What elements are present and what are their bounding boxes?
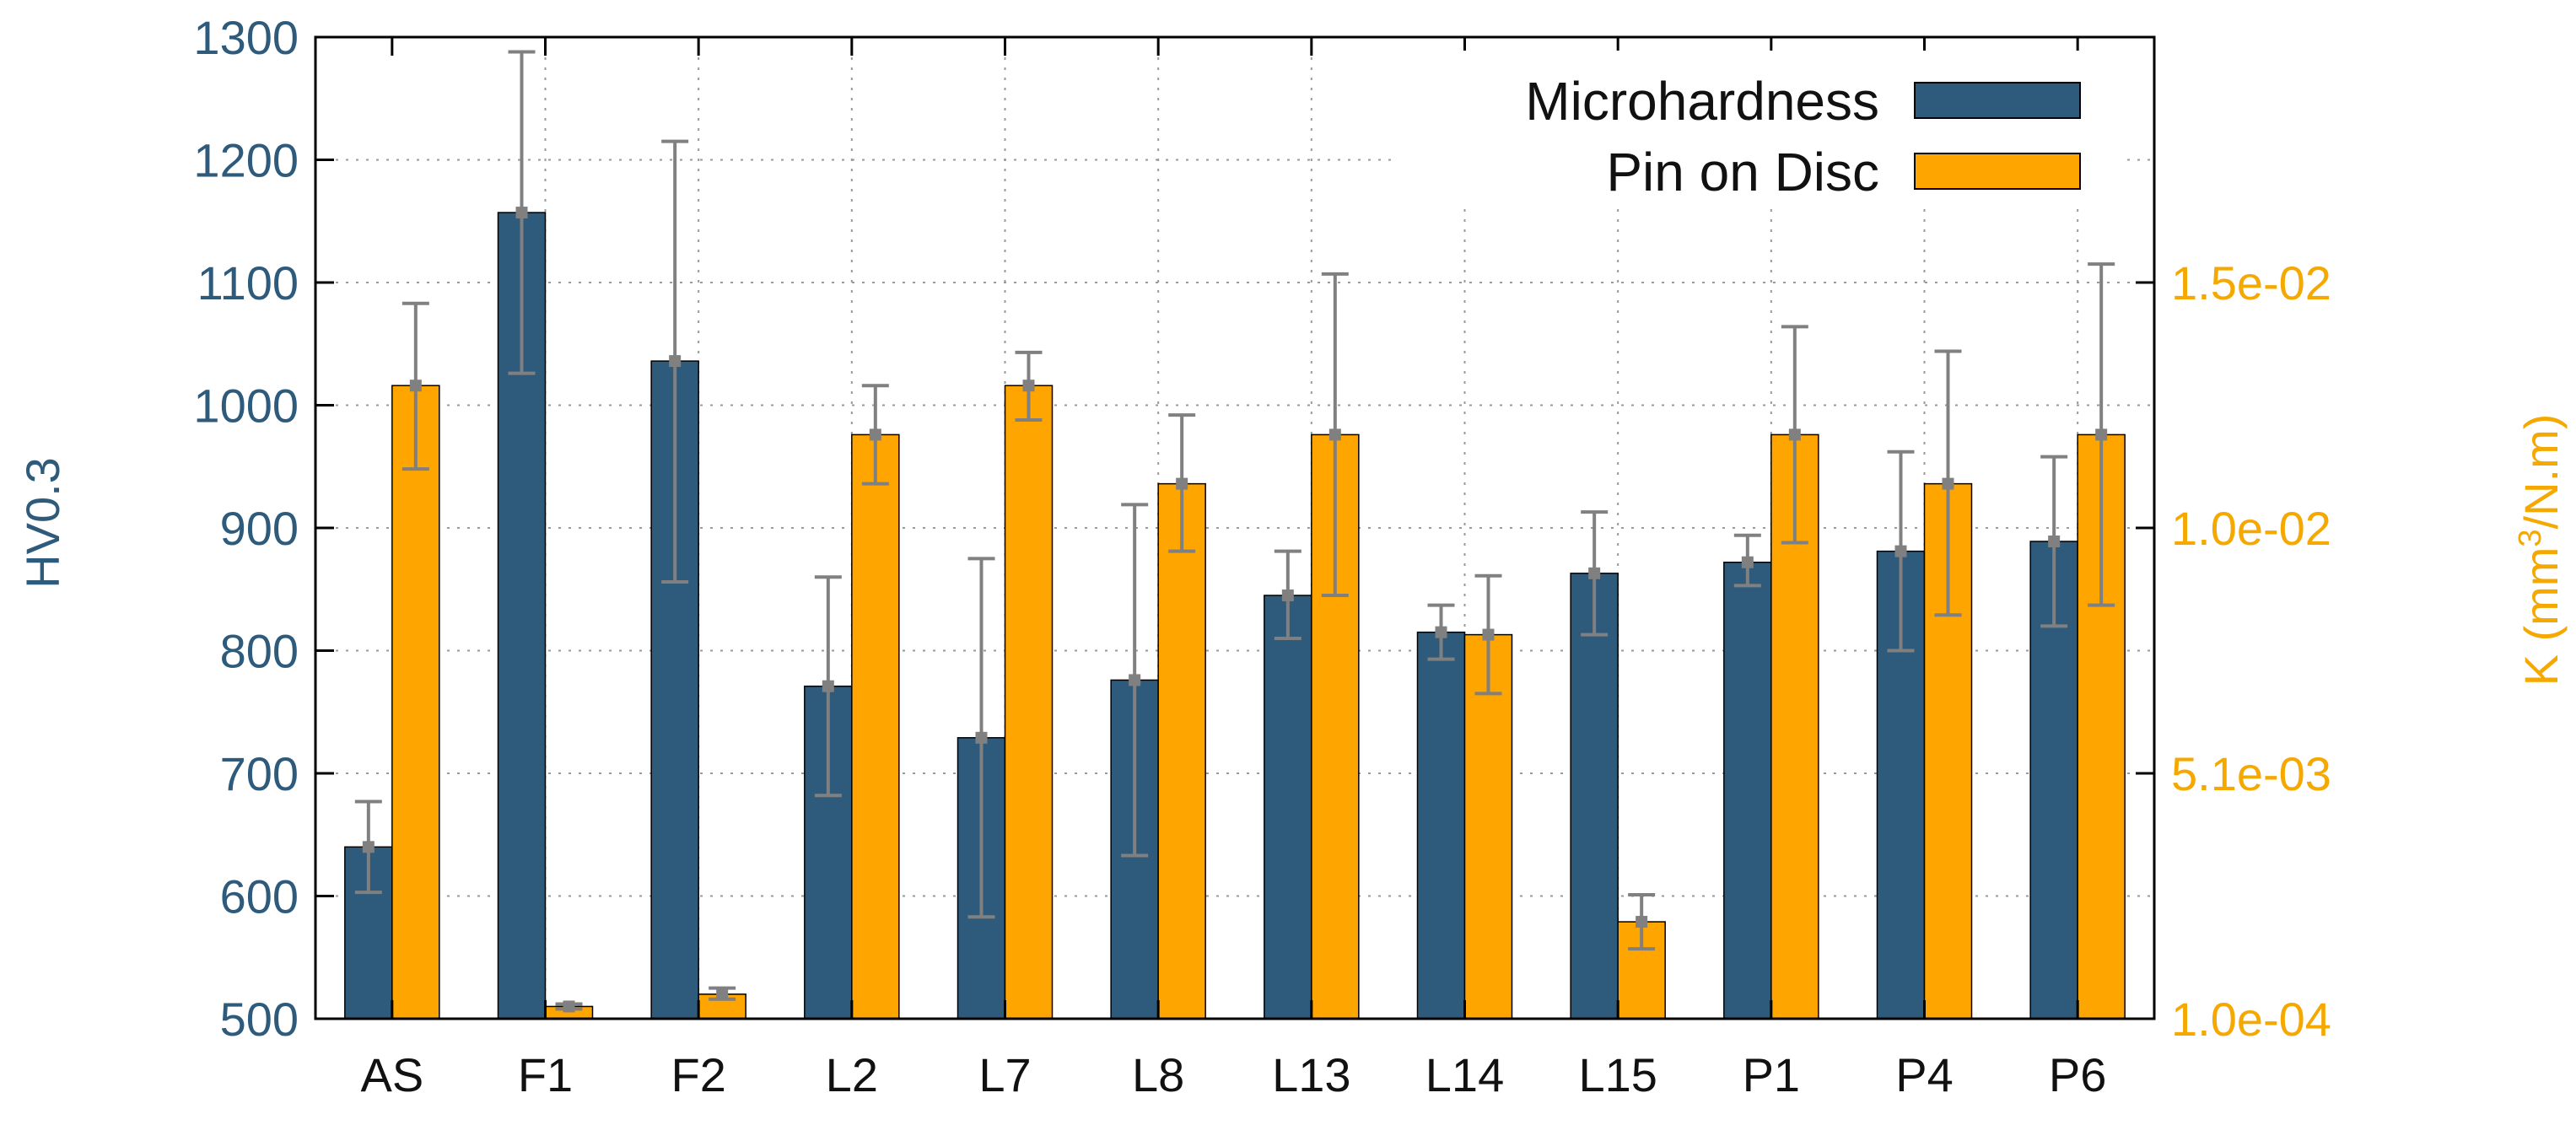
legend-swatch-pin-on-disc [1914,153,2081,190]
error-center-marker [362,841,375,853]
error-center-marker [869,428,881,441]
error-center-marker [1482,628,1495,641]
bar-pin-on-disc [391,385,440,1020]
left-tick-label: 600 [220,870,299,923]
error-center-marker [1129,674,1141,686]
error-center-marker [2048,536,2061,548]
x-tick-label: F1 [518,1048,573,1101]
error-center-marker [1328,428,1341,441]
error-center-marker [1741,556,1754,568]
right-axis-title-superscript: 3 [2513,529,2548,546]
left-tick-label: 1000 [193,379,299,433]
error-center-marker [1788,428,1801,441]
error-center-marker [975,731,988,744]
bar-pin-on-disc [1004,385,1054,1020]
x-tick-label: P4 [1895,1048,1954,1101]
left-tick-label: 1100 [197,256,299,310]
right-tick-label: 5.1e-03 [2171,747,2331,800]
x-tick-label: L2 [826,1048,878,1101]
left-tick-label: 1200 [193,134,299,187]
right-tick-label: 1.5e-02 [2171,256,2331,310]
legend-label-microhardness: Microhardness [1525,71,1879,132]
error-center-marker [1176,477,1188,490]
x-tick-label: P6 [2049,1048,2107,1101]
x-tick-label: F2 [671,1048,725,1101]
x-tick-label: L8 [1132,1048,1184,1101]
bar-microhardness [1723,561,1772,1020]
error-center-marker [1636,916,1648,929]
bar-pin-on-disc [1157,482,1206,1020]
left-tick-label: 500 [220,993,299,1046]
x-tick-label: L13 [1272,1048,1350,1101]
error-center-marker [1588,567,1601,579]
x-tick-label: L14 [1425,1048,1504,1101]
right-axis-title-part2: /N.m) [2514,414,2568,530]
error-center-marker [1942,477,1954,490]
x-tick-label: L15 [1578,1048,1657,1101]
left-tick-label: 1300 [193,11,299,64]
error-center-marker [1435,626,1447,638]
left-axis-title: HV0.3 [16,457,69,589]
left-tick-labels: 500 600 700 800 900 1000 1100 1200 1300 [193,11,299,1046]
right-axis-title: K (mm3/N.m) [2513,414,2568,686]
right-tick-label: 1.0e-04 [2171,993,2331,1046]
legend-swatch-microhardness [1914,82,2081,119]
axis-ticks [315,35,2154,1020]
x-tick-label: L7 [978,1048,1031,1101]
bar-microhardness [1264,595,1312,1020]
error-center-marker [716,988,729,1000]
error-bars [354,50,2115,1013]
bars [344,212,2126,1020]
error-center-marker [515,207,528,219]
error-center-marker [822,680,834,692]
error-center-marker [2095,428,2108,441]
error-center-marker [409,379,422,392]
legend: Microhardness Pin on Disc [1392,51,2126,202]
right-tick-label: 1.0e-02 [2171,502,2331,555]
error-center-marker [1281,589,1294,602]
error-center-marker [669,355,682,368]
x-tick-labels: AS F1 F2 L2 L7 L8 L13 L14 L15 P1 P4 P6 [360,1048,2106,1101]
left-tick-label: 900 [220,502,299,555]
left-tick-label: 800 [220,625,299,678]
right-axis-title-part1: K (mm [2514,547,2568,686]
bar-microhardness [1416,631,1466,1020]
bar-pin-on-disc [851,433,900,1020]
bar-microhardness [1570,573,1619,1020]
x-tick-label: P1 [1743,1048,1801,1101]
bar-pin-on-disc [1463,633,1513,1020]
x-tick-label: AS [360,1048,423,1101]
error-center-marker [1022,379,1035,392]
error-center-marker [563,1000,575,1013]
left-tick-label: 700 [220,747,299,800]
right-tick-labels: 1.0e-04 5.1e-03 1.0e-02 1.5e-02 [2171,256,2331,1046]
legend-label-pin-on-disc: Pin on Disc [1606,142,1879,202]
error-center-marker [1894,545,1907,557]
